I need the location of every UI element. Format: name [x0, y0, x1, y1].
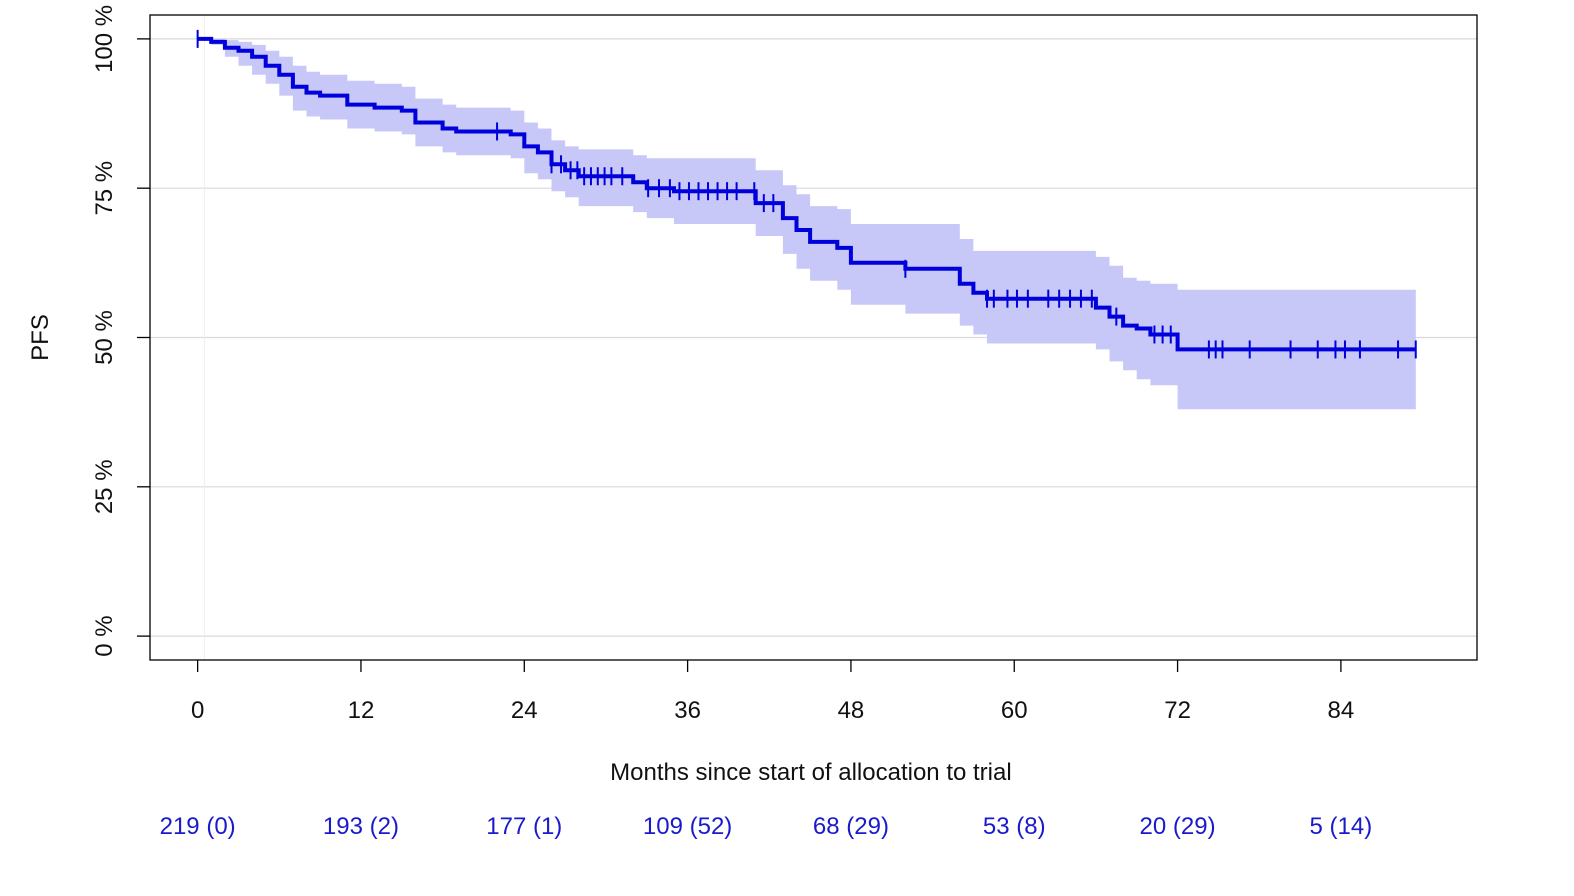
y-tick-label: 50 %: [91, 310, 118, 365]
x-tick-label: 48: [838, 697, 865, 724]
risk-table-cell: 109 (52): [643, 813, 732, 840]
y-tick-label: 100 %: [91, 5, 118, 73]
x-tick-label: 24: [511, 697, 538, 724]
confidence-band: [197, 38, 1416, 410]
censor-marks: [196, 29, 1417, 359]
y-axis-title: PFS: [27, 314, 54, 361]
risk-table-cell: 177 (1): [486, 813, 562, 840]
confidence-band-area: [197, 38, 1416, 410]
y-tick-label: 0 %: [91, 615, 118, 656]
risk-table-cell: 193 (2): [323, 813, 399, 840]
y-tick-label: 75 %: [91, 161, 118, 216]
x-tick-label: 60: [1001, 697, 1028, 724]
risk-table-cell: 5 (14): [1310, 813, 1373, 840]
x-tick-label: 0: [191, 697, 204, 724]
risk-table-cell: 219 (0): [160, 813, 236, 840]
y-tick-label: 25 %: [91, 459, 118, 514]
risk-table-cell: 53 (8): [983, 813, 1046, 840]
x-tick-label: 36: [674, 697, 701, 724]
x-tick-label: 84: [1328, 697, 1355, 724]
x-axis-title: Months since start of allocation to tria…: [610, 759, 1012, 786]
risk-table-cell: 68 (29): [813, 813, 889, 840]
x-tick-label: 12: [348, 697, 375, 724]
number-at-risk-table: 219 (0) 193 (2) 177 (1) 109 (52) 68 (29) 53 (…: [160, 813, 1373, 840]
grid-lines: [150, 15, 1477, 660]
x-tick-label: 72: [1164, 697, 1191, 724]
risk-table-cell: 20 (29): [1140, 813, 1216, 840]
axes: 0 12 24 36 48 60 72 84 0 % 25 % 50 % 75 % 100 %: [91, 5, 1354, 724]
